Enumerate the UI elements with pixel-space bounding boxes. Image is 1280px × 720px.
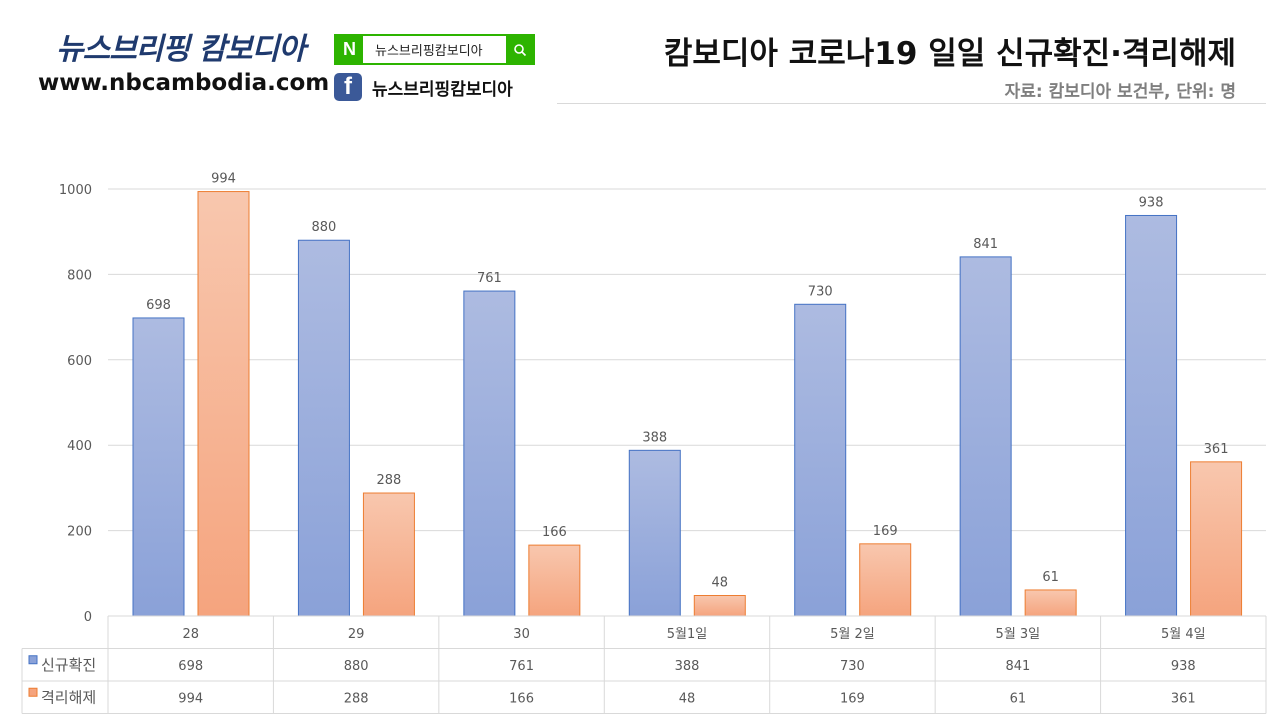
- table-cell: 169: [840, 691, 865, 706]
- naver-search-text[interactable]: 뉴스브리핑캄보디아: [375, 44, 483, 59]
- table-cell: 698: [178, 659, 203, 674]
- table-cell: 288: [344, 691, 369, 706]
- data-label: 880: [312, 220, 337, 235]
- table-cell: 761: [509, 659, 534, 674]
- table-cell: 730: [840, 659, 865, 674]
- naver-logo-icon: N: [336, 36, 363, 63]
- title-divider: [557, 103, 1266, 104]
- table-cell: 994: [178, 691, 203, 706]
- bar-confirmed: [959, 256, 1012, 617]
- bar-released: [1190, 461, 1243, 617]
- data-label: 761: [477, 271, 502, 286]
- naver-search-box[interactable]: N 뉴스브리핑캄보디아: [334, 34, 535, 65]
- data-label: 698: [146, 298, 171, 313]
- x-tick-label: 29: [348, 627, 365, 642]
- facebook-link[interactable]: f 뉴스브리핑캄보디아: [334, 73, 513, 101]
- brand-title: 뉴스브리핑 캄보디아: [56, 32, 306, 67]
- bar-confirmed: [794, 303, 847, 617]
- data-label: 841: [973, 237, 998, 252]
- bar-confirmed: [628, 449, 681, 617]
- table-cell: 938: [1171, 659, 1196, 674]
- table-cell: 388: [675, 659, 700, 674]
- bar-released: [1024, 589, 1077, 617]
- y-tick-label: 1000: [59, 183, 92, 198]
- x-tick-label: 5월1일: [667, 627, 707, 642]
- bar-confirmed: [1125, 214, 1178, 617]
- brand-url[interactable]: www.nbcambodia.com: [38, 70, 330, 96]
- x-tick-label: 5월 3일: [996, 627, 1041, 642]
- y-tick-label: 0: [84, 610, 92, 625]
- x-tick-label: 5월 4일: [1161, 627, 1206, 642]
- data-label: 166: [542, 525, 567, 540]
- bar-confirmed: [297, 239, 350, 617]
- data-label: 61: [1042, 570, 1059, 585]
- x-tick-label: 30: [513, 627, 530, 642]
- table-cell: 48: [679, 691, 696, 706]
- y-tick-label: 200: [67, 525, 92, 540]
- facebook-page-name: 뉴스브리핑캄보디아: [372, 79, 513, 100]
- table-cell: 61: [1010, 691, 1027, 706]
- chart-source: 자료: 캄보디아 보건부, 단위: 명: [1004, 82, 1236, 102]
- facebook-icon: f: [334, 73, 362, 101]
- table-cell: 166: [509, 691, 534, 706]
- table-cell: 880: [344, 659, 369, 674]
- y-tick-label: 600: [67, 354, 92, 369]
- data-label: 388: [642, 430, 667, 445]
- y-tick-label: 400: [67, 439, 92, 454]
- bar-confirmed: [463, 290, 516, 617]
- data-label: 48: [712, 576, 729, 591]
- data-label: 730: [808, 284, 833, 299]
- bar-released: [197, 191, 250, 617]
- search-icon[interactable]: [506, 36, 533, 63]
- y-tick-label: 800: [67, 268, 92, 283]
- x-tick-label: 5월 2일: [830, 627, 875, 642]
- table-cell: 361: [1171, 691, 1196, 706]
- x-tick-label: 28: [182, 627, 199, 642]
- bar-released: [859, 543, 912, 617]
- bar-released: [693, 595, 746, 617]
- bar-released: [362, 492, 415, 617]
- bar-released: [528, 544, 581, 617]
- data-label: 361: [1204, 442, 1229, 457]
- data-label: 288: [377, 473, 402, 488]
- legend-label: 격리해제: [41, 688, 96, 706]
- data-label: 994: [211, 172, 236, 187]
- data-label: 169: [873, 524, 898, 539]
- data-label: 938: [1139, 195, 1164, 210]
- legend-swatch: [28, 655, 38, 665]
- legend-label: 신규확진: [41, 656, 96, 674]
- legend-swatch: [28, 687, 38, 697]
- table-cell: 841: [1005, 659, 1030, 674]
- chart-title: 캄보디아 코로나19 일일 신규확진·격리해제: [663, 36, 1236, 72]
- bar-confirmed: [132, 317, 185, 617]
